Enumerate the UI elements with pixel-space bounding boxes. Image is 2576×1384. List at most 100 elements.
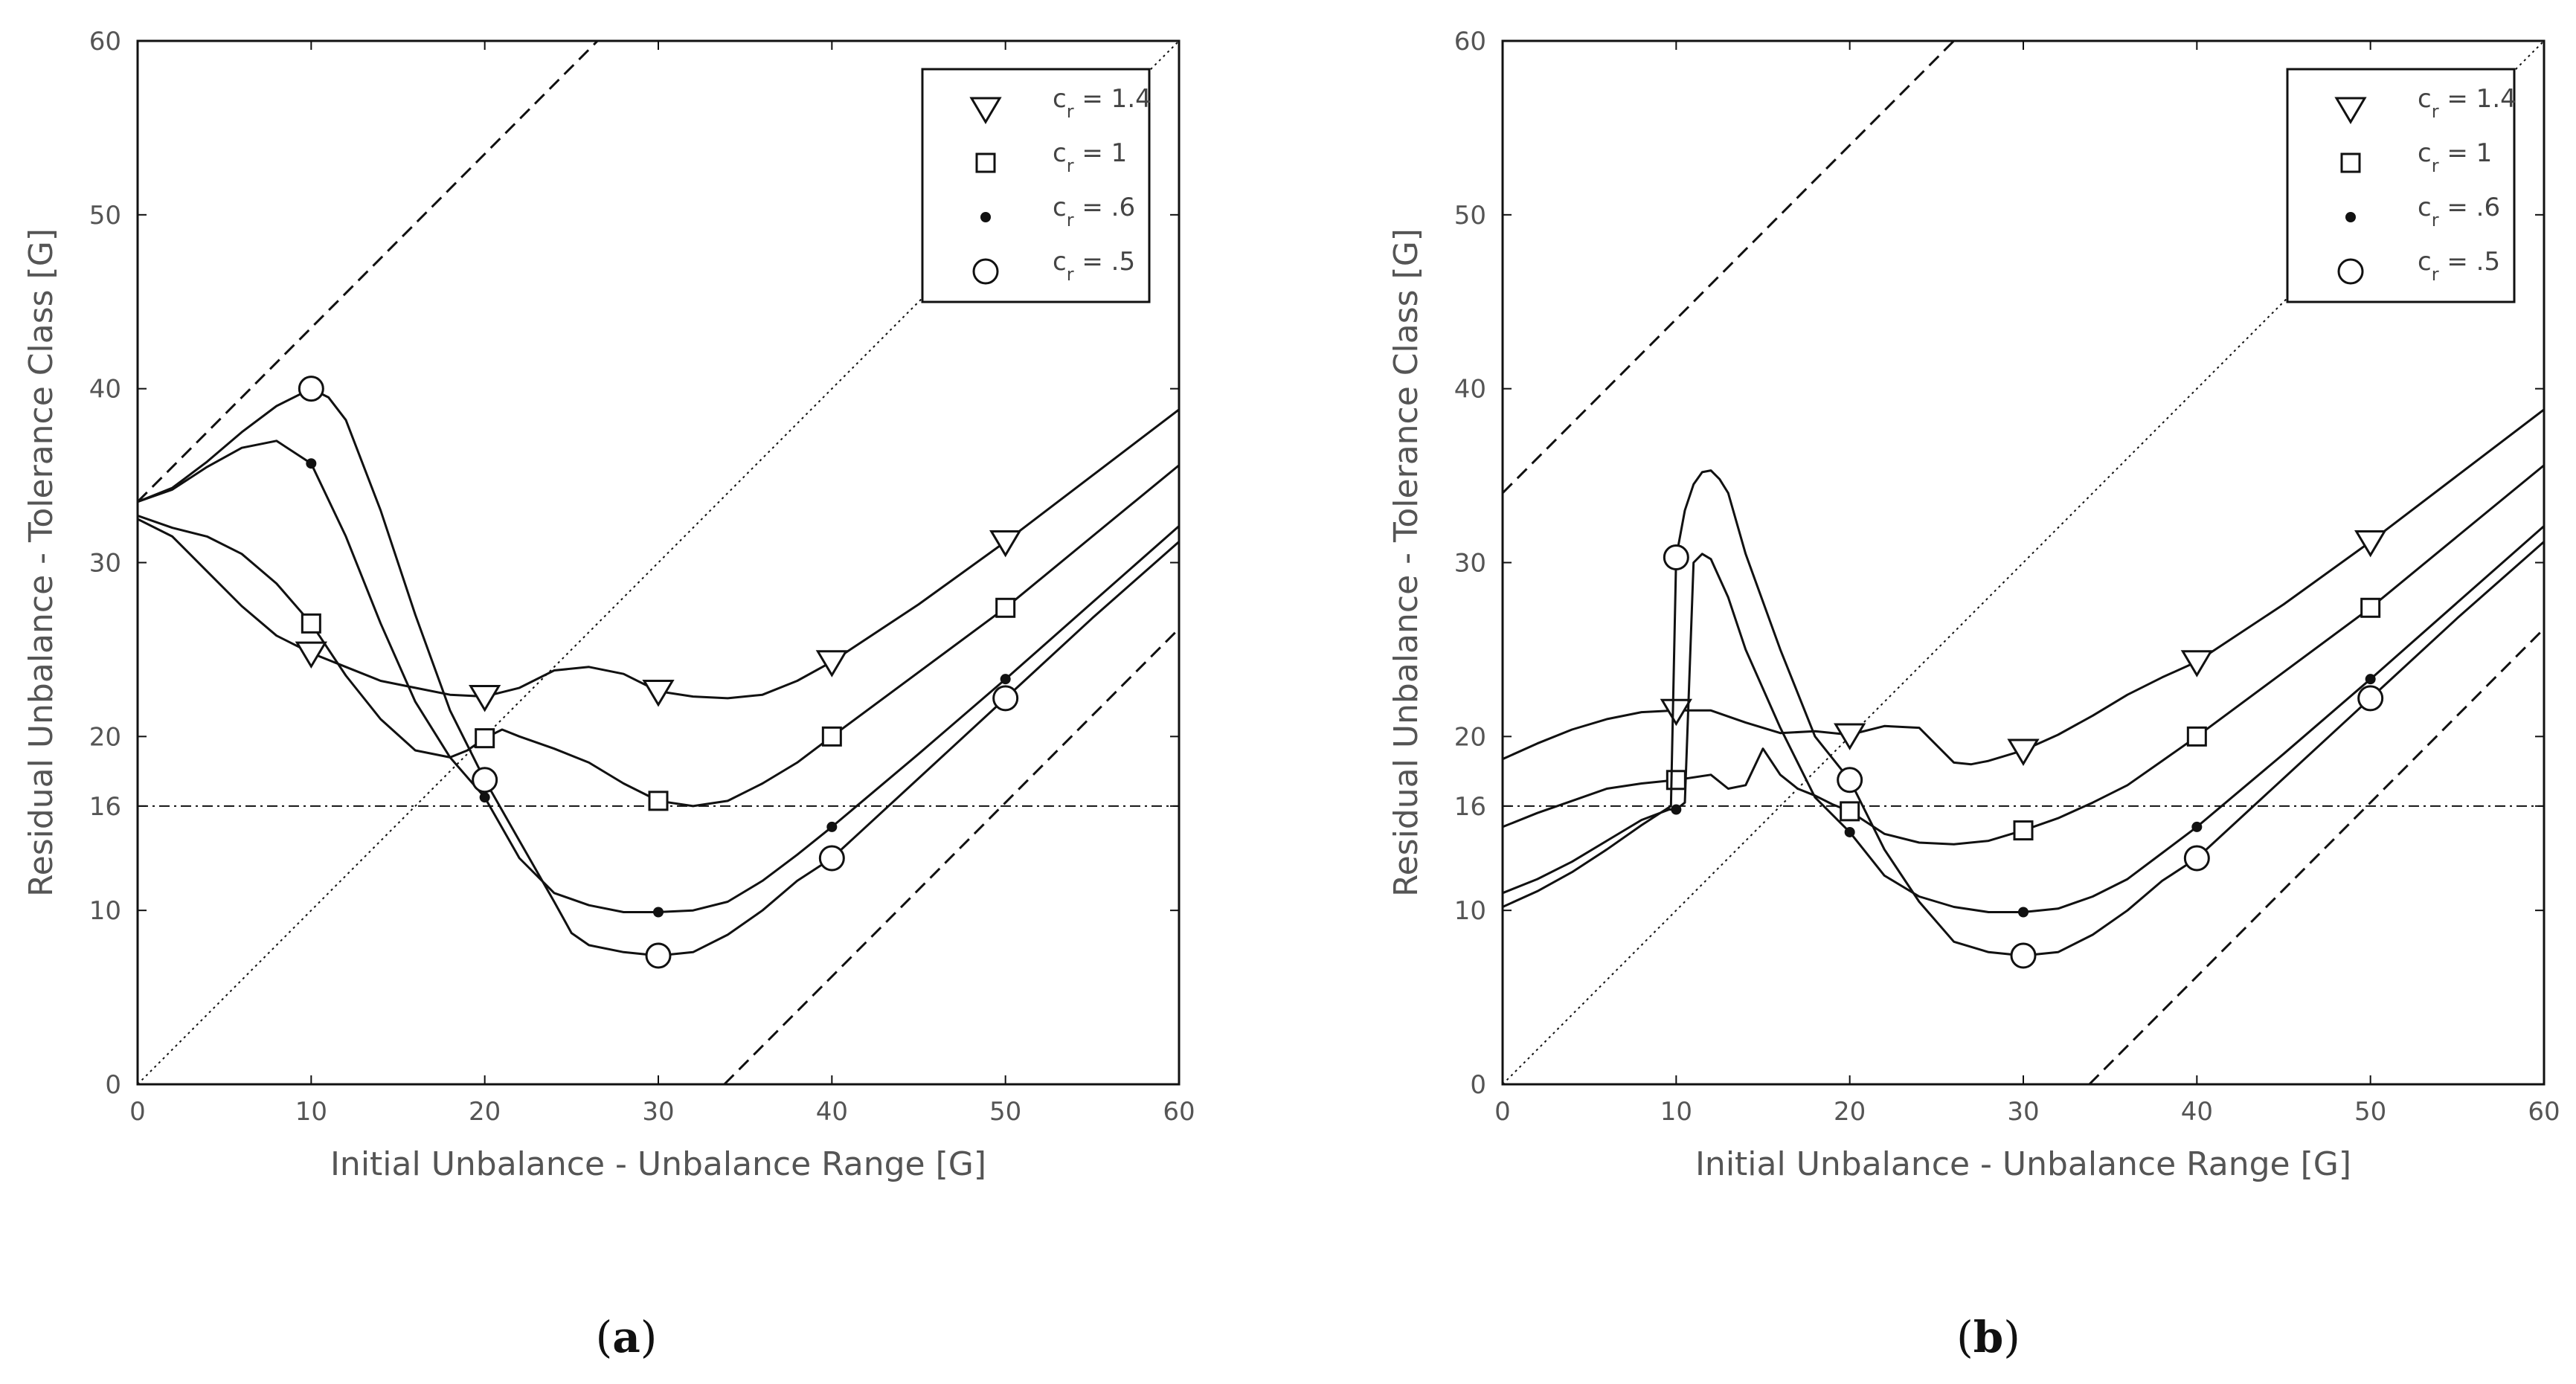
y-tick-label: 0 xyxy=(1470,1070,1486,1100)
legend-marker-triangle xyxy=(2334,97,2367,124)
legend-marker-dot xyxy=(2345,212,2356,222)
x-tick-label: 0 xyxy=(129,1097,146,1127)
y-tick-label: 60 xyxy=(89,27,121,57)
series-line-dot xyxy=(138,440,1179,913)
data-point-triangle xyxy=(642,680,675,707)
data-point-dot xyxy=(1844,826,1855,837)
x-tick-label: 0 xyxy=(1494,1097,1511,1127)
legend-label: cr = 1.4 xyxy=(2418,84,2516,122)
series-line-square xyxy=(138,464,1179,808)
legend-marker-square xyxy=(975,152,996,173)
legend-label: cr = .5 xyxy=(1053,247,1135,285)
legend-label: cr = 1 xyxy=(2418,138,2492,176)
x-tick-label: 10 xyxy=(295,1097,327,1127)
reference-line-upper-dashed xyxy=(138,41,599,503)
data-point-dot xyxy=(1000,674,1011,685)
y-tick-label: 50 xyxy=(1454,201,1486,231)
x-tick-label: 30 xyxy=(642,1097,674,1127)
series-line-square xyxy=(1503,464,2544,846)
data-point-circle xyxy=(645,942,672,969)
data-point-square xyxy=(1840,801,1860,822)
series-square xyxy=(138,464,1179,811)
data-point-triangle xyxy=(815,650,848,677)
y-tick-label: 40 xyxy=(89,375,121,405)
y-tick-label: 60 xyxy=(1454,27,1486,57)
panel-label: (a) xyxy=(596,1312,658,1362)
y-tick-label: 20 xyxy=(1454,722,1486,752)
data-point-square xyxy=(301,613,321,634)
data-point-circle xyxy=(472,767,498,794)
series-line-circle xyxy=(138,387,1179,957)
data-point-triangle xyxy=(1834,723,1866,750)
data-point-dot xyxy=(826,821,838,832)
reference-line-identity xyxy=(1503,41,2544,1084)
data-point-square xyxy=(475,728,495,749)
series-line-dot xyxy=(1503,525,2544,913)
series-line-circle xyxy=(1503,469,2544,957)
series-circle xyxy=(138,376,1179,969)
data-point-square xyxy=(2013,820,2034,841)
y-tick-label: 40 xyxy=(1454,375,1486,405)
data-point-circle xyxy=(992,685,1019,712)
series-dot xyxy=(138,440,1179,918)
x-tick-label: 30 xyxy=(2007,1097,2039,1127)
x-axis-title: Initial Unbalance - Unbalance Range [G] xyxy=(1695,1145,2351,1183)
x-tick-label: 60 xyxy=(1163,1097,1195,1127)
y-tick-label: 10 xyxy=(89,896,121,926)
series-dot xyxy=(1503,525,2544,918)
legend-label: cr = .6 xyxy=(2418,193,2500,231)
data-point-dot xyxy=(653,907,664,918)
y-tick-label: 16 xyxy=(1454,792,1486,822)
legend-marker-circle xyxy=(2337,258,2364,285)
reference-line-upper-dashed xyxy=(1503,41,1955,495)
data-point-dot xyxy=(479,792,490,803)
legend-label: cr = 1.4 xyxy=(1053,84,1152,122)
data-point-circle xyxy=(1837,767,1863,794)
y-tick-label: 30 xyxy=(89,549,121,579)
legend-box xyxy=(2286,68,2516,303)
data-point-triangle xyxy=(1660,698,1692,727)
series-triangle xyxy=(1503,408,2544,766)
data-point-square xyxy=(648,791,669,811)
data-point-triangle xyxy=(295,641,327,669)
legend-label: cr = .6 xyxy=(1053,193,1135,231)
y-tick-label: 20 xyxy=(89,722,121,752)
data-point-square xyxy=(2186,726,2207,747)
x-tick-label: 40 xyxy=(2181,1097,2213,1127)
data-point-circle xyxy=(298,376,324,402)
y-axis-title: Residual Unbalance - Tolerance Class [G] xyxy=(1387,228,1425,897)
legend-box xyxy=(921,68,1151,303)
x-tick-label: 10 xyxy=(1660,1097,1692,1127)
data-point-dot xyxy=(306,458,317,469)
data-point-dot xyxy=(2191,821,2203,832)
panel-label: (b) xyxy=(1956,1312,2020,1362)
reference-line-lower-dashed xyxy=(2088,628,2544,1084)
reference-line-lower-dashed xyxy=(723,628,1179,1084)
x-tick-label: 60 xyxy=(2528,1097,2560,1127)
legend-marker-dot xyxy=(980,212,991,222)
x-axis-title: Initial Unbalance - Unbalance Range [G] xyxy=(330,1145,986,1183)
data-point-circle xyxy=(1663,544,1689,570)
y-axis-title: Residual Unbalance - Tolerance Class [G] xyxy=(22,228,60,897)
legend: cr = 1.4 cr = 1 cr = .6 cr = .5 xyxy=(2286,68,2516,303)
y-tick-label: 50 xyxy=(89,201,121,231)
x-tick-label: 40 xyxy=(816,1097,848,1127)
legend-label: cr = 1 xyxy=(1053,138,1127,176)
data-point-circle xyxy=(818,845,845,872)
panel-b: 0 10 20 30 40 50 60 0 10 16 20 30 40 50 60 Initial Unba… xyxy=(1387,27,2560,1362)
x-tick-label: 50 xyxy=(2354,1097,2386,1127)
series-triangle xyxy=(138,408,1179,712)
data-point-triangle xyxy=(989,530,1022,558)
legend-label: cr = .5 xyxy=(2418,247,2500,285)
y-tick-label: 30 xyxy=(1454,549,1486,579)
data-point-dot xyxy=(1671,804,1682,815)
data-point-square xyxy=(1666,770,1686,791)
y-tick-label: 0 xyxy=(105,1070,121,1100)
legend-marker-triangle xyxy=(969,97,1002,124)
series-circle xyxy=(1503,469,2544,969)
series-line-triangle xyxy=(1503,408,2544,766)
data-point-dot xyxy=(2365,674,2376,685)
x-tick-label: 50 xyxy=(989,1097,1021,1127)
panel-a: 0 10 20 30 40 50 60 0 10 16 20 30 40 50 60 Initial Unba… xyxy=(22,27,1195,1362)
